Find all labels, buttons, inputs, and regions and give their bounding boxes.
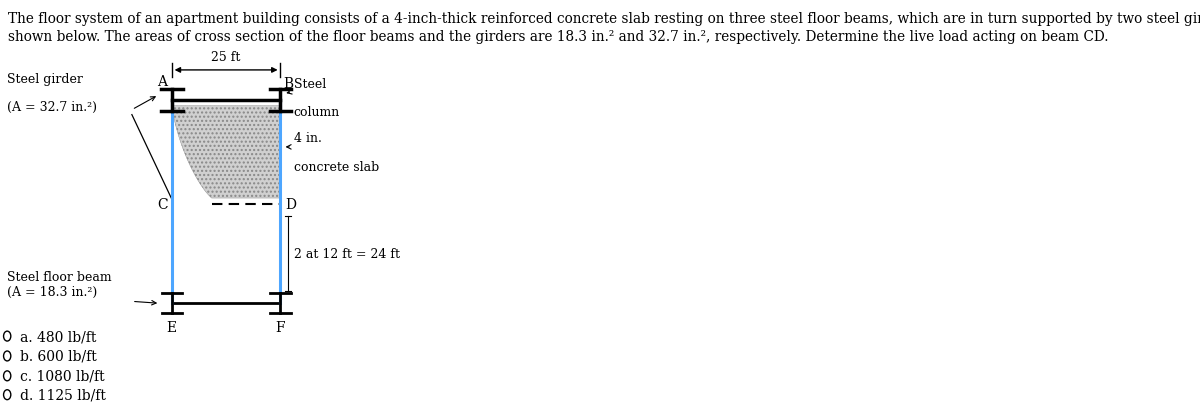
Text: (A = 32.7 in.²): (A = 32.7 in.²) — [7, 101, 97, 113]
Text: concrete slab: concrete slab — [294, 160, 379, 173]
Text: E: E — [167, 320, 176, 335]
Text: column: column — [294, 106, 340, 118]
Text: c. 1080 lb/ft: c. 1080 lb/ft — [19, 369, 104, 383]
Text: (A = 18.3 in.²): (A = 18.3 in.²) — [7, 285, 97, 299]
Text: Steel floor beam: Steel floor beam — [7, 271, 112, 284]
Text: 4 in.: 4 in. — [294, 132, 322, 144]
Polygon shape — [172, 106, 281, 198]
Text: Steel: Steel — [294, 78, 325, 90]
Text: shown below. The areas of cross section of the floor beams and the girders are 1: shown below. The areas of cross section … — [8, 30, 1109, 44]
Text: a. 480 lb/ft: a. 480 lb/ft — [19, 329, 96, 343]
Text: A: A — [157, 74, 167, 89]
Text: The floor system of an apartment building consists of a 4-inch-thick reinforced : The floor system of an apartment buildin… — [8, 11, 1200, 25]
Text: Steel girder: Steel girder — [7, 73, 83, 85]
Text: D: D — [284, 198, 296, 211]
Text: F: F — [276, 320, 286, 335]
Text: B: B — [283, 76, 294, 90]
Text: d. 1125 lb/ft: d. 1125 lb/ft — [19, 388, 106, 402]
Text: 2 at 12 ft = 24 ft: 2 at 12 ft = 24 ft — [294, 247, 400, 261]
Text: b. 600 lb/ft: b. 600 lb/ft — [19, 349, 96, 363]
Text: C: C — [157, 198, 167, 211]
Text: 25 ft: 25 ft — [211, 51, 241, 64]
